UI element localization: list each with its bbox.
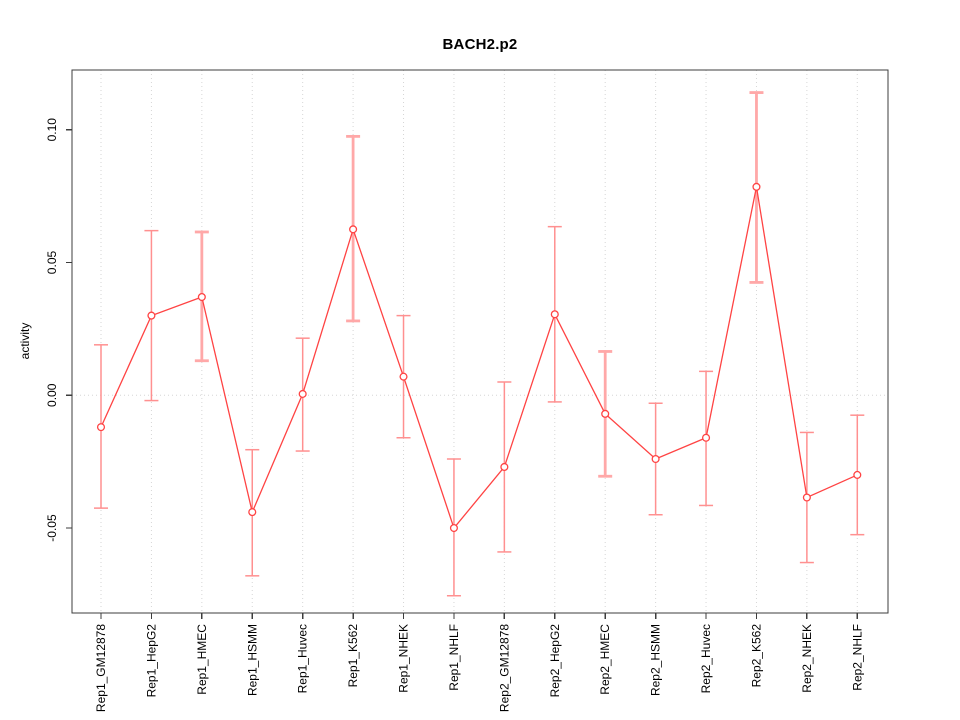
x-tick-label: Rep2_HSMM (649, 624, 663, 696)
data-point (550, 310, 559, 319)
y-tick-label: 0.00 (45, 383, 59, 407)
x-tick-label: Rep2_NHLF (850, 624, 864, 691)
data-point (96, 423, 106, 432)
plot-border (71, 69, 889, 614)
x-tick-label: Rep1_HepG2 (144, 624, 158, 698)
data-point (601, 409, 610, 418)
x-tick-label: Rep1_NHLF (447, 624, 461, 691)
y-tick-label: 0.10 (45, 118, 59, 142)
x-tick-label: Rep1_NHEK (397, 624, 411, 693)
data-point (802, 493, 811, 502)
data-point (248, 508, 257, 517)
x-tick-label: Rep1_Huvec (296, 624, 310, 693)
x-tick-label: Rep2_HMEC (598, 624, 612, 695)
x-tick-label: Rep2_GM12878 (497, 624, 511, 712)
series-line (100, 186, 858, 530)
data-point (399, 372, 408, 381)
data-point (449, 523, 458, 533)
data-point (701, 433, 711, 442)
chart-title: BACH2.p2 (442, 36, 518, 53)
x-tick-label: Rep1_HMEC (195, 624, 209, 695)
x-tick-label: Rep2_NHEK (800, 624, 814, 693)
data-point (500, 462, 509, 472)
x-tick-label: Rep2_Huvec (699, 624, 713, 693)
x-tick-label: Rep2_K562 (749, 624, 763, 688)
data-point (752, 182, 761, 191)
x-tick-label: Rep1_K562 (346, 624, 360, 688)
data-point (853, 470, 862, 479)
data-point (349, 225, 358, 234)
data-point (147, 311, 156, 320)
x-tick-label: Rep1_GM12878 (94, 624, 108, 712)
y-tick-label: 0.05 (45, 251, 59, 275)
x-tick-label: Rep1_HSMM (245, 624, 259, 696)
x-tick-label: Rep2_HepG2 (548, 624, 562, 698)
y-tick-label: -0.05 (45, 514, 59, 542)
data-point (298, 389, 307, 398)
data-point (197, 292, 206, 302)
data-point (651, 454, 660, 464)
